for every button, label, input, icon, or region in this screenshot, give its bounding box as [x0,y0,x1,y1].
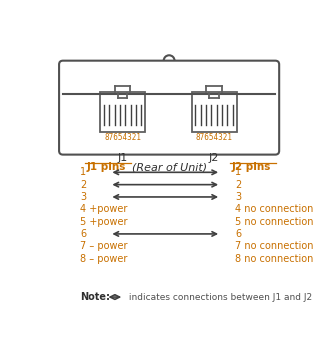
Text: 87654321: 87654321 [104,133,141,142]
Text: 8 – power: 8 – power [80,253,127,263]
Text: 2: 2 [80,180,86,190]
Text: 3: 3 [80,192,86,202]
Text: 87654321: 87654321 [196,133,233,142]
Text: 3: 3 [235,192,241,202]
FancyBboxPatch shape [59,61,279,155]
Text: 5 no connection: 5 no connection [235,217,314,227]
Text: 6: 6 [80,229,86,239]
Text: J2 pins: J2 pins [231,162,271,172]
Text: (Rear of Unit): (Rear of Unit) [132,162,207,172]
Text: 1: 1 [80,167,86,177]
Text: 2: 2 [235,180,241,190]
Text: 5 +power: 5 +power [80,217,127,227]
Text: 8 no connection: 8 no connection [235,253,314,263]
Text: 7 – power: 7 – power [80,241,127,251]
Text: J2: J2 [209,153,219,163]
Text: J1: J1 [117,153,128,163]
Bar [192,92,237,132]
Text: 7 no connection: 7 no connection [235,241,314,251]
Text: Note:: Note: [80,292,110,302]
Text: 1: 1 [235,167,241,177]
Text: J1 pins: J1 pins [86,162,126,172]
Text: 6: 6 [235,229,241,239]
Text: 4 +power: 4 +power [80,204,127,214]
Text: indicates connections between J1 and J2: indicates connections between J1 and J2 [126,292,313,301]
Text: 4 no connection: 4 no connection [235,204,314,214]
Bar [100,92,145,132]
